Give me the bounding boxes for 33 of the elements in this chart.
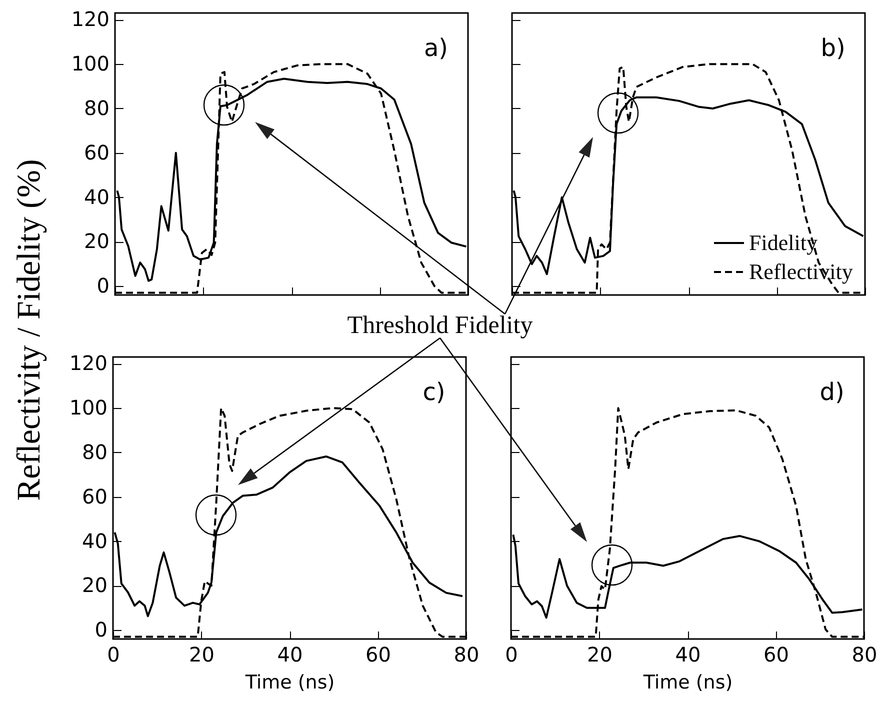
y-tick-label: 80	[82, 440, 108, 464]
x-tick-label: 60	[764, 642, 789, 666]
x-axis-title: Time (ns)	[244, 672, 335, 694]
y-tick-label: 100	[71, 52, 110, 76]
y-tick-label: 0	[96, 274, 110, 298]
y-tick-label: 80	[84, 96, 110, 120]
x-tick-label: 40	[277, 642, 303, 666]
x-tick-label: 0	[505, 642, 518, 666]
y-tick-label: 0	[94, 618, 108, 642]
x-axis-title: Time (ns)	[642, 672, 733, 694]
y-tick-label: 60	[82, 484, 108, 508]
annotation: d)	[820, 378, 844, 406]
annotation: c)	[422, 378, 446, 406]
x-tick-label: 40	[675, 642, 701, 666]
x-tick-label: 80	[454, 642, 480, 666]
y-tick-label: 40	[82, 528, 108, 553]
x-tick-label: 20	[587, 642, 612, 666]
y-tick-label: 100	[69, 396, 108, 420]
y-tick-label: 20	[84, 229, 110, 254]
text: Threshold Fidelity	[345, 312, 535, 340]
annotation: a)	[424, 34, 448, 62]
legend-label: Reflectivity	[749, 259, 853, 284]
x-tick-label: 20	[189, 642, 214, 666]
y-axis-title: Reflectivity / Fidelity (%)	[12, 159, 48, 501]
x-tick-label: 60	[366, 642, 391, 666]
y-tick-label: 120	[69, 351, 108, 376]
y-tick-label: 60	[84, 140, 110, 164]
y-tick-label: 120	[71, 7, 110, 32]
legend-label: Fidelity	[749, 230, 818, 255]
annotation: b)	[820, 34, 846, 62]
y-tick-label: 40	[84, 184, 110, 209]
x-tick-label: 80	[852, 642, 878, 666]
y-tick-label: 20	[82, 573, 108, 598]
